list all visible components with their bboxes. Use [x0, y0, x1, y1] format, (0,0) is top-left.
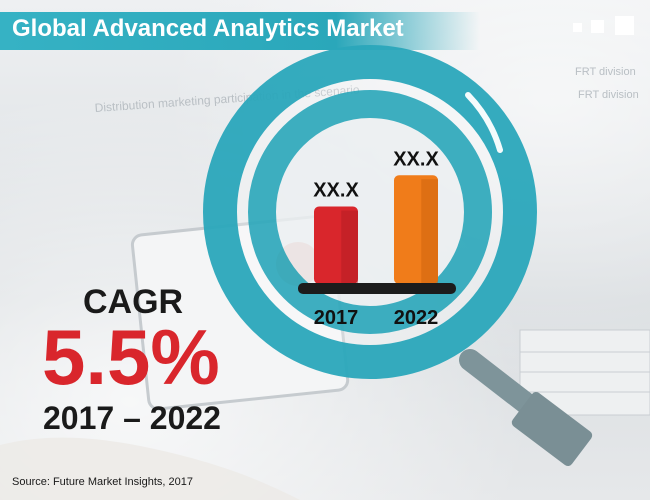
data-label-2022: XX.X [393, 148, 439, 170]
data-label-2017: XX.X [313, 180, 359, 202]
cagr-period: 2017 – 2022 [43, 400, 221, 436]
bar-2017 [314, 206, 358, 284]
source-note: Source: Future Market Insights, 2017 [12, 476, 193, 488]
chart-baseline [298, 283, 456, 294]
x-axis-labels: 2017 2022 [314, 307, 439, 329]
cagr-label: CAGR [83, 283, 184, 321]
bar-group: XX.X XX.X [313, 148, 439, 284]
x-tick-label-2022: 2022 [394, 307, 439, 329]
magnifier-ring [203, 45, 537, 379]
background-text-3: FRT division [578, 89, 639, 101]
x-tick-label-2017: 2017 [314, 307, 359, 329]
background-text-2: FRT division [575, 66, 636, 78]
background-hand [0, 437, 300, 500]
bar-shade-2017 [341, 210, 358, 284]
magnifier-glare [465, 92, 503, 153]
page-title: Global Advanced Analytics Market [12, 15, 404, 42]
bar-shade-2022 [421, 179, 438, 284]
title-band [0, 12, 480, 50]
magnifier-handle [459, 349, 593, 467]
decor-square-medium [591, 20, 604, 33]
cagr-value: 5.5% [42, 313, 220, 401]
decor-square-large [615, 16, 634, 35]
bar-2022 [394, 175, 438, 284]
decor-square-small [573, 23, 582, 32]
